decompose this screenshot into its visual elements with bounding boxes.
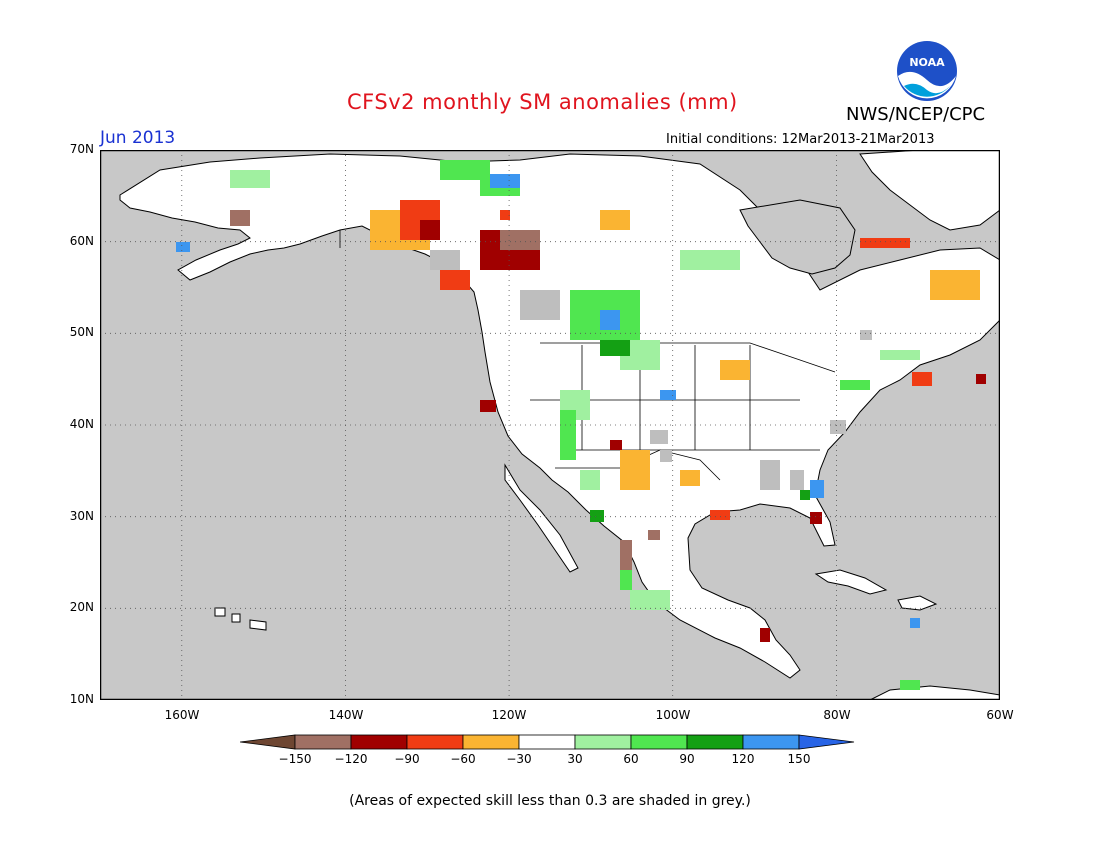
baja-california [504,463,579,573]
agency-label: NWS/NCEP/CPC [846,104,986,125]
colorbar-tick-label: 30 [567,752,583,766]
lat-label-70n: 70N [69,142,94,156]
colorbar-swatch-4 [462,734,520,750]
lat-label-40n: 40N [69,417,94,431]
forecast-period: Jun 2013 [100,128,176,148]
hawaii [214,607,267,631]
lat-label-20n: 20N [69,600,94,614]
lon-label-140w: 140W [328,708,364,722]
noaa-logo: NOAA [897,41,957,101]
colorbar-tick-label: −150 [278,752,312,766]
colorbar-swatch-6 [574,734,632,750]
initial-conditions: Initial conditions: 12Mar2013-21Mar2013 [666,132,935,147]
map-frame [100,150,1000,700]
colorbar-tick-label: 150 [787,752,811,766]
lat-label-50n: 50N [69,325,94,339]
lon-label-60w: 60W [986,708,1014,722]
lon-label-100w: 100W [655,708,691,722]
lat-label-60n: 60N [69,234,94,248]
colorbar-tick-label: −90 [394,752,420,766]
lon-label-160w: 160W [164,708,200,722]
lon-label-120w: 120W [491,708,527,722]
colorbar-tick-label: 90 [679,752,695,766]
map-plot [100,150,1000,700]
hudson-bay [739,199,856,275]
colorbar-tick-label: −30 [506,752,532,766]
hispaniola [897,595,938,611]
lat-label-10n: 10N [69,692,94,706]
skill-footnote: (Areas of expected skill less than 0.3 a… [349,793,751,809]
chart-title: CFSv2 monthly SM anomalies (mm) [347,90,738,114]
colorbar-swatch-8 [686,734,744,750]
anomaly-cells [176,160,986,690]
colorbar-tick-label: −120 [334,752,368,766]
colorbar-swatch-1 [294,734,352,750]
greenland [859,150,1000,231]
cuba [814,569,888,595]
logo-text: NOAA [909,56,945,69]
colorbar [240,734,855,750]
colorbar-swatch-9 [742,734,800,750]
colorbar-swatch-0 [240,734,296,750]
colorbar-swatches [240,734,855,750]
colorbar-swatch-5 [518,734,576,750]
graticule [100,150,1000,700]
colorbar-tick-label: −60 [450,752,476,766]
lon-label-80w: 80W [823,708,851,722]
lat-label-30n: 30N [69,509,94,523]
colorbar-swatch-10 [798,734,855,750]
colorbar-tick-label: 60 [623,752,639,766]
colorbar-tick-label: 120 [731,752,755,766]
colorbar-swatch-7 [630,734,688,750]
colorbar-swatch-3 [406,734,464,750]
colorbar-swatch-2 [350,734,408,750]
